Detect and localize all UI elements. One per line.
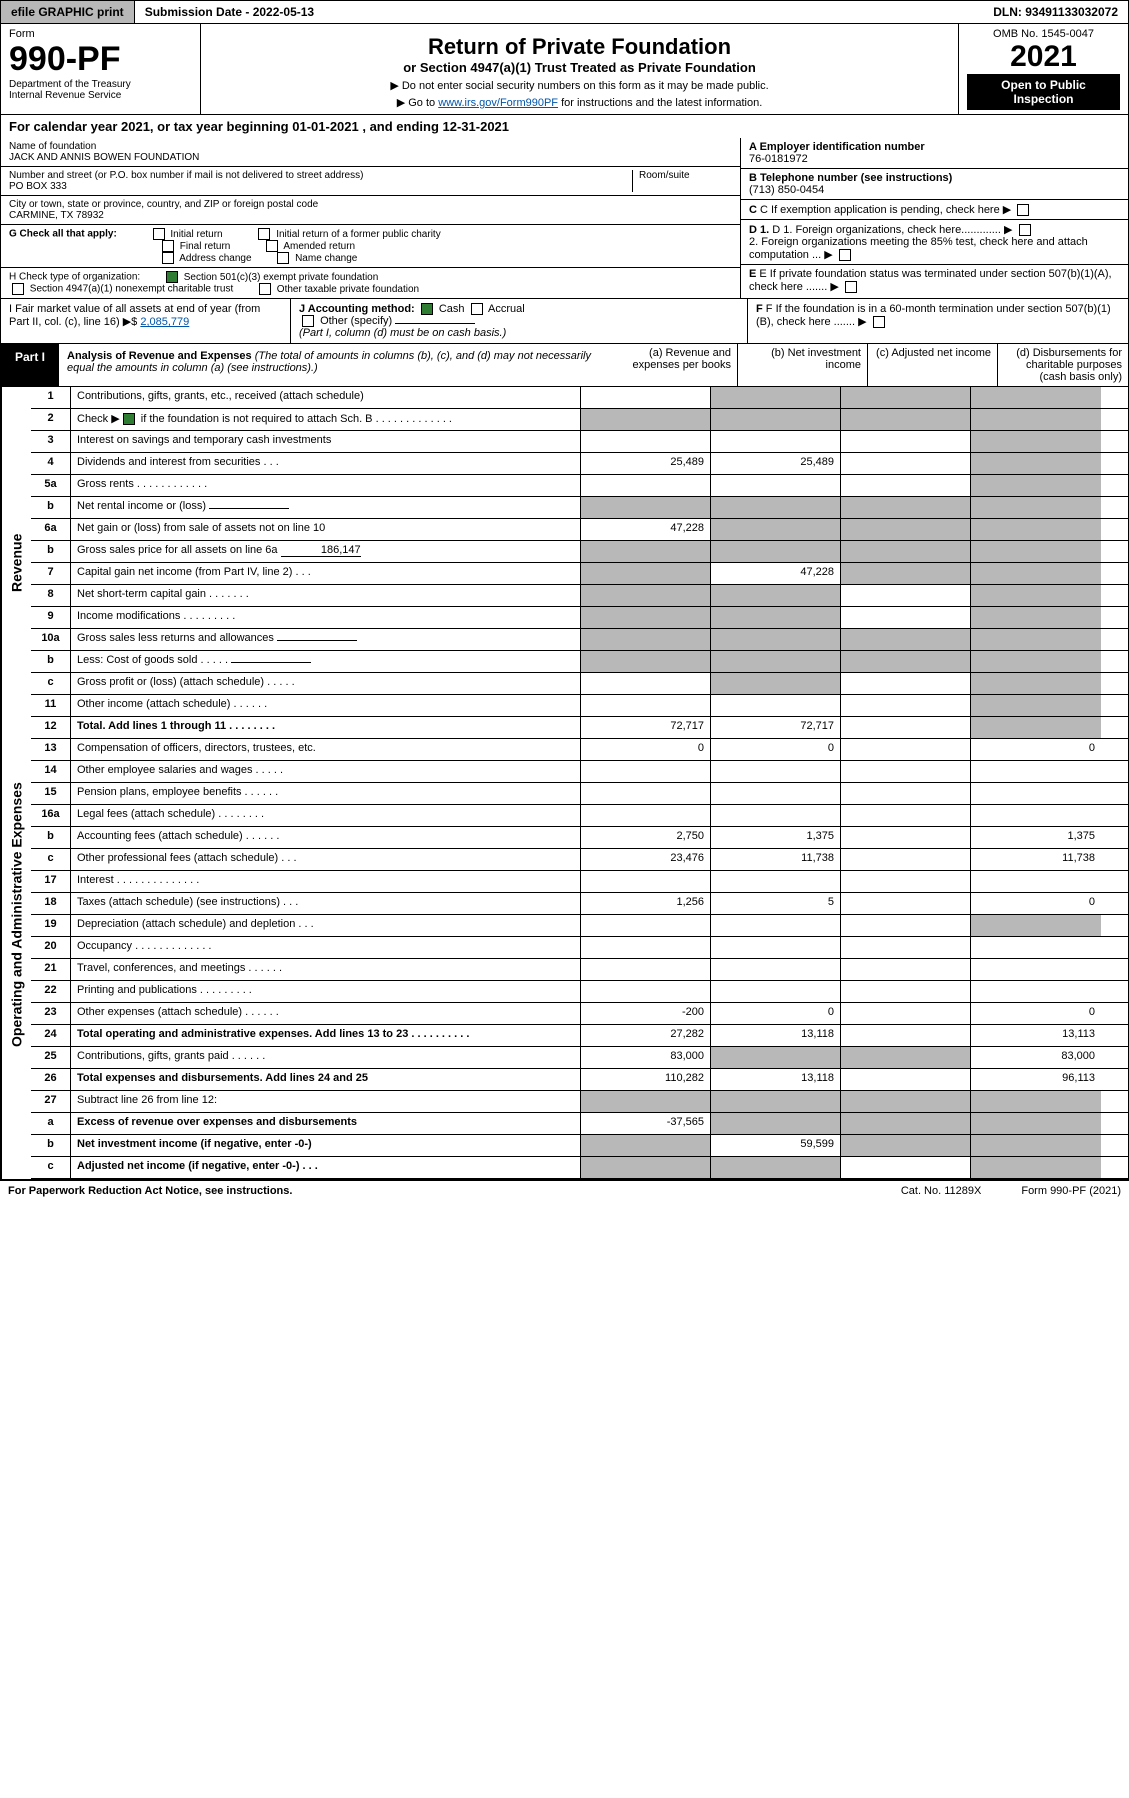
part1-bar: Part I Analysis of Revenue and Expenses … [0,344,1129,387]
col-b-header: (b) Net investment income [738,344,868,386]
dept-treasury: Department of the Treasury [9,79,192,90]
col-d-header: (d) Disbursements for charitable purpose… [998,344,1128,386]
g-section: G Check all that apply: Initial return I… [1,225,740,268]
instruction-2: ▶ Go to www.irs.gov/Form990PF for instru… [209,96,950,109]
calendar-year-row: For calendar year 2021, or tax year begi… [0,115,1129,138]
d1-label: D 1. Foreign organizations, check here..… [772,224,1001,236]
irs-label: Internal Revenue Service [9,90,192,101]
name-label: Name of foundation [9,141,732,152]
expenses-table: Operating and Administrative Expenses 13… [0,739,1129,1091]
form-title: Return of Private Foundation [209,34,950,60]
dln-number: DLN: 93491133032072 [983,1,1128,23]
h-section: H Check type of organization: Section 50… [1,268,740,298]
tax-year: 2021 [967,40,1120,74]
4947-check[interactable] [12,283,24,295]
city: CARMINE, TX 78932 [9,210,732,221]
address: PO BOX 333 [9,181,632,192]
501c3-check[interactable] [166,271,178,283]
submission-date: Submission Date - 2022-05-13 [135,1,324,23]
accrual-check[interactable] [471,303,483,315]
f-check[interactable] [873,316,885,328]
final-return-check[interactable] [162,240,174,252]
form-number: 990-PF [9,40,192,79]
f-label: F If the foundation is in a 60-month ter… [756,303,1111,328]
d2-check[interactable] [839,249,851,261]
d2-label: 2. Foreign organizations meeting the 85%… [749,236,1088,261]
top-bar: efile GRAPHIC print Submission Date - 20… [0,0,1129,24]
e-label: E If private foundation status was termi… [749,268,1112,293]
phone-value: (713) 850-0454 [749,184,824,196]
room-label: Room/suite [632,170,732,192]
name-change-check[interactable] [277,252,289,264]
ein-label: A Employer identification number [749,141,925,153]
address-label: Number and street (or P.O. box number if… [9,170,632,181]
col-a-header: (a) Revenue and expenses per books [608,344,738,386]
revenue-side-label: Revenue [1,387,31,739]
initial-public-check[interactable] [258,228,270,240]
form-link[interactable]: www.irs.gov/Form990PF [438,97,558,109]
phone-label: B Telephone number (see instructions) [749,172,952,184]
col-c-header: (c) Adjusted net income [868,344,998,386]
city-label: City or town, state or province, country… [9,199,732,210]
info-grid: Name of foundation JACK AND ANNIS BOWEN … [0,138,1129,299]
form-subtitle: or Section 4947(a)(1) Trust Treated as P… [209,60,950,75]
amended-return-check[interactable] [266,240,278,252]
other-taxable-check[interactable] [259,283,271,295]
footer: For Paperwork Reduction Act Notice, see … [0,1180,1129,1201]
cash-check[interactable] [421,303,433,315]
open-inspection: Open to Public Inspection [967,74,1120,110]
instruction-1: ▶ Do not enter social security numbers o… [209,79,950,92]
form-ref: Form 990-PF (2021) [1021,1185,1121,1197]
cat-number: Cat. No. 11289X [901,1185,982,1197]
fmv-value: 2,085,779 [140,316,189,328]
address-change-check[interactable] [162,252,174,264]
c-check[interactable] [1017,204,1029,216]
e-check[interactable] [845,281,857,293]
part1-label: Part I [1,344,59,386]
form-label: Form [9,28,192,40]
efile-print-button[interactable]: efile GRAPHIC print [1,1,135,23]
subtract-table: 27Subtract line 26 from line 12: aExcess… [0,1091,1129,1180]
expenses-side-label: Operating and Administrative Expenses [1,739,31,1091]
d1-check[interactable] [1019,224,1031,236]
revenue-table: Revenue 1Contributions, gifts, grants, e… [0,387,1129,739]
foundation-name: JACK AND ANNIS BOWEN FOUNDATION [9,152,732,163]
form-header: Form 990-PF Department of the Treasury I… [0,24,1129,115]
c-label: C If exemption application is pending, c… [760,204,1000,216]
omb-number: OMB No. 1545-0047 [967,28,1120,40]
other-method-check[interactable] [302,315,314,327]
paperwork-notice: For Paperwork Reduction Act Notice, see … [8,1185,292,1197]
ijf-row: I Fair market value of all assets at end… [0,299,1129,344]
initial-return-check[interactable] [153,228,165,240]
ein-value: 76-0181972 [749,153,808,165]
schb-check[interactable] [123,413,135,425]
